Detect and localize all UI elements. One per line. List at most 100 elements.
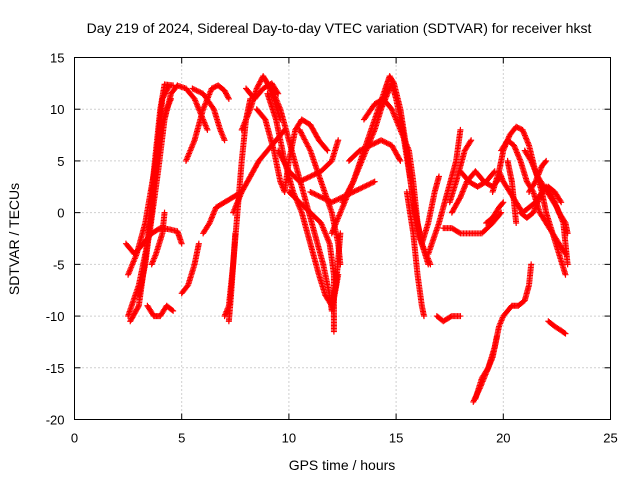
data-point bbox=[471, 396, 478, 403]
data-point bbox=[397, 157, 404, 164]
data-point bbox=[319, 194, 326, 201]
series-track-14 bbox=[230, 126, 288, 216]
data-point bbox=[310, 190, 317, 197]
data-point bbox=[193, 87, 200, 94]
data-point bbox=[396, 156, 403, 163]
series-track-28 bbox=[403, 188, 427, 320]
data-point bbox=[306, 146, 313, 153]
data-point bbox=[356, 147, 363, 154]
y-tick-label: 0 bbox=[57, 206, 64, 221]
data-point bbox=[192, 86, 199, 93]
data-point bbox=[330, 328, 337, 335]
data-point bbox=[366, 143, 373, 150]
data-point bbox=[359, 184, 366, 191]
plot-frame bbox=[74, 57, 611, 420]
series-track-1 bbox=[125, 82, 211, 320]
data-point bbox=[205, 221, 212, 228]
data-point bbox=[330, 198, 337, 205]
data-point bbox=[165, 83, 172, 90]
data-point bbox=[375, 138, 382, 145]
data-point bbox=[553, 203, 560, 210]
data-point bbox=[311, 190, 318, 197]
data-point bbox=[225, 95, 232, 102]
data-point bbox=[355, 186, 362, 193]
y-tick-label: 10 bbox=[50, 102, 64, 117]
data-point bbox=[493, 333, 500, 340]
data-point bbox=[470, 398, 477, 405]
data-point bbox=[209, 104, 216, 111]
data-point bbox=[304, 174, 311, 181]
data-point bbox=[301, 176, 308, 183]
series-track-46 bbox=[526, 157, 550, 195]
data-point bbox=[562, 330, 569, 337]
data-point bbox=[467, 138, 474, 145]
data-point bbox=[527, 156, 534, 163]
data-point bbox=[474, 389, 481, 396]
series-track-26 bbox=[345, 137, 404, 164]
data-point bbox=[197, 89, 204, 96]
data-point bbox=[382, 139, 389, 146]
data-point bbox=[558, 199, 565, 206]
data-point bbox=[349, 179, 356, 186]
series-track-13 bbox=[225, 230, 239, 325]
data-point bbox=[447, 313, 454, 320]
data-point bbox=[354, 187, 361, 194]
x-tick-label: 20 bbox=[496, 431, 510, 446]
data-point bbox=[190, 86, 197, 93]
series-track-33 bbox=[446, 137, 475, 206]
series-track-27 bbox=[360, 95, 425, 247]
data-point bbox=[564, 261, 571, 268]
data-point bbox=[390, 79, 397, 86]
data-point bbox=[470, 397, 477, 404]
series-track-41 bbox=[504, 157, 520, 226]
data-point bbox=[468, 137, 475, 144]
data-point bbox=[221, 137, 228, 144]
data-point bbox=[427, 261, 434, 268]
data-point bbox=[380, 138, 387, 145]
data-point bbox=[379, 137, 386, 144]
y-tick-label: 15 bbox=[50, 51, 64, 66]
data-point bbox=[475, 388, 482, 395]
data-point bbox=[386, 141, 393, 148]
data-point bbox=[472, 393, 479, 400]
data-point bbox=[499, 200, 506, 207]
data-point bbox=[371, 140, 378, 147]
data-point bbox=[335, 196, 342, 203]
data-point bbox=[323, 146, 330, 153]
data-point bbox=[318, 194, 325, 201]
data-point bbox=[368, 141, 375, 148]
data-point bbox=[360, 145, 367, 152]
data-point bbox=[337, 261, 344, 268]
data-point bbox=[204, 126, 211, 133]
data-point bbox=[542, 158, 549, 165]
data-point bbox=[364, 143, 371, 150]
data-point bbox=[161, 209, 168, 216]
data-point bbox=[320, 195, 327, 202]
data-point bbox=[296, 178, 303, 185]
data-point bbox=[420, 313, 427, 320]
series-track-10 bbox=[189, 85, 228, 144]
data-point bbox=[457, 126, 464, 133]
data-point bbox=[335, 137, 342, 144]
data-point bbox=[306, 174, 312, 181]
data-point bbox=[300, 176, 307, 183]
axis-ticks: 0 5 10 15 20 25 -20 -15 -10 -5 0 5 10 15 bbox=[46, 51, 618, 446]
data-point bbox=[366, 181, 373, 188]
data-point bbox=[374, 139, 381, 146]
x-axis-label: GPS time / hours bbox=[289, 457, 396, 473]
data-point bbox=[170, 82, 177, 89]
series-track-43 bbox=[521, 147, 571, 268]
data-point bbox=[314, 192, 321, 199]
data-point bbox=[169, 307, 176, 314]
series-track-44 bbox=[545, 318, 569, 337]
data-point bbox=[299, 177, 306, 184]
data-point bbox=[352, 187, 359, 194]
x-tick-label: 25 bbox=[603, 431, 617, 446]
data-point bbox=[308, 172, 315, 179]
data-point bbox=[275, 90, 282, 97]
data-point bbox=[189, 85, 196, 92]
data-point bbox=[363, 182, 370, 189]
series-track-30 bbox=[425, 126, 464, 258]
data-point bbox=[370, 179, 377, 186]
data-point bbox=[324, 197, 331, 204]
